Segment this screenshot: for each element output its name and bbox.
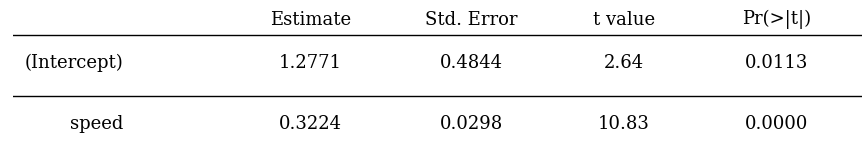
Text: 1.2771: 1.2771	[279, 54, 342, 72]
Text: (Intercept): (Intercept)	[25, 54, 123, 72]
Text: Pr(>|t|): Pr(>|t|)	[742, 10, 811, 29]
Text: 0.3224: 0.3224	[279, 115, 342, 133]
Text: Std. Error: Std. Error	[425, 11, 518, 29]
Text: 10.83: 10.83	[598, 115, 650, 133]
Text: Estimate: Estimate	[269, 11, 350, 29]
Text: 0.0000: 0.0000	[745, 115, 809, 133]
Text: 0.0298: 0.0298	[440, 115, 503, 133]
Text: t value: t value	[593, 11, 655, 29]
Text: 0.4844: 0.4844	[440, 54, 503, 72]
Text: 2.64: 2.64	[604, 54, 644, 72]
Text: speed: speed	[70, 115, 123, 133]
Text: 0.0113: 0.0113	[745, 54, 809, 72]
